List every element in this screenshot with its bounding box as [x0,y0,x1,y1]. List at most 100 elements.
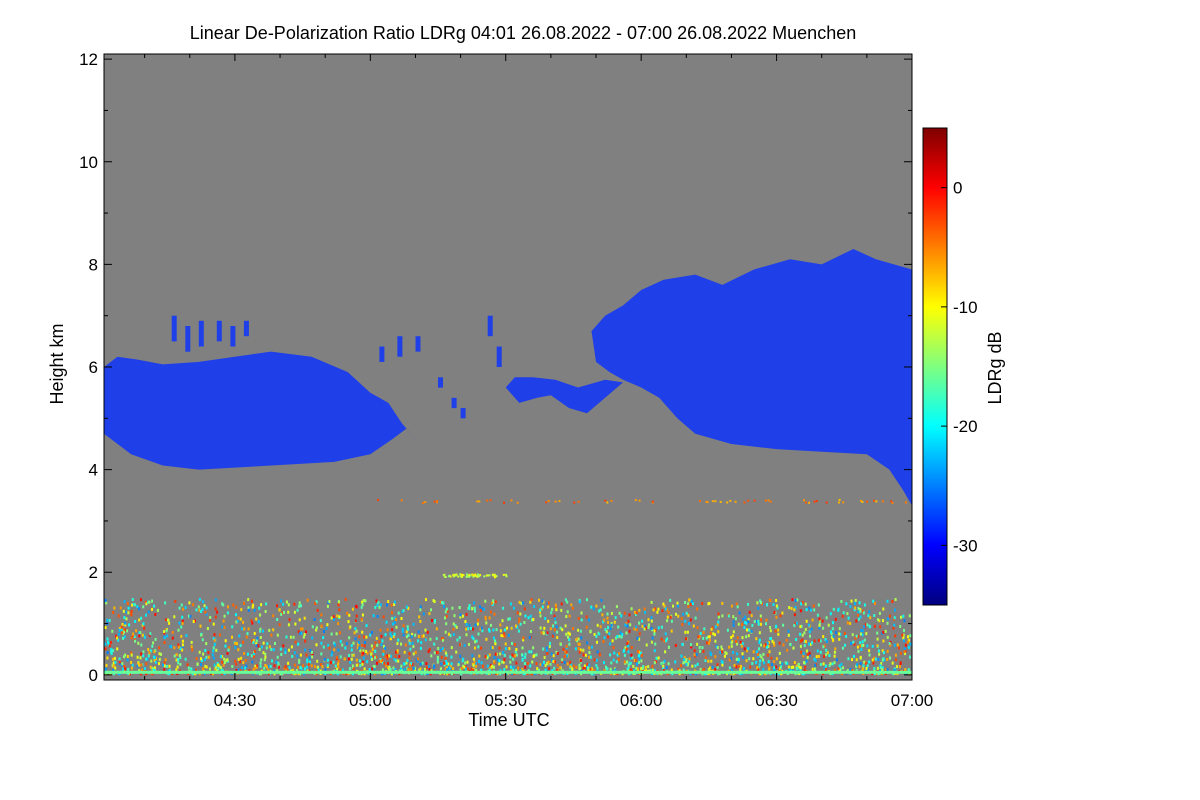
noise-pixel [462,657,465,661]
noise-pixel [609,642,612,646]
noise-pixel [444,656,447,660]
noise-pixel [120,625,123,629]
noise-pixel [402,633,405,637]
noise-pixel [112,657,114,661]
noise-pixel [845,602,848,606]
noise-pixel [419,605,422,609]
noise-pixel [553,614,556,618]
noise-pixel [336,656,338,660]
noise-pixel [460,666,463,670]
noise-pixel [799,609,802,613]
cloud-wisp [243,320,249,337]
noise-pixel [222,619,225,623]
noise-pixel [747,647,750,651]
noise-pixel [370,631,373,635]
noise-pixel [288,648,290,652]
noise-pixel [512,654,515,658]
noise-pixel [457,663,460,667]
noise-pixel [382,661,384,665]
noise-pixel [907,635,909,639]
noise-pixel [264,655,267,659]
noise-pixel [186,663,189,667]
noise-pixel [758,638,761,642]
noise-pixel [686,663,689,667]
noise-pixel [647,665,650,669]
noise-pixel [502,634,505,638]
noise-pixel [741,652,744,656]
noise-pixel [801,601,804,605]
noise-pixel [596,623,599,627]
noise-pixel [563,655,566,658]
noise-pixel [830,632,833,636]
noise-pixel [403,667,406,671]
noise-pixel [509,655,512,659]
noise-pixel [498,646,501,650]
noise-pixel [756,601,759,605]
x-tick-label: 07:00 [891,691,934,710]
noise-pixel [234,646,237,650]
noise-pixel [577,637,580,641]
noise-pixel [779,614,782,618]
noise-pixel [278,608,281,612]
aerosol-line-2km [466,574,469,577]
noise-pixel [126,629,129,633]
aerosol-line-2km [469,574,472,577]
noise-pixel [400,642,402,646]
noise-pixel [732,623,735,627]
noise-pixel [294,622,297,626]
noise-pixel [459,613,462,617]
noise-pixel [881,668,884,672]
cloud-wisp [460,408,466,419]
noise-pixel [741,623,744,627]
noise-pixel [536,667,539,671]
noise-pixel [162,663,164,667]
noise-pixel [582,666,585,670]
aerosol-line-3-4km [699,499,701,502]
noise-pixel [688,659,691,663]
noise-pixel [699,649,702,653]
aerosol-line-3-4km [573,501,576,504]
noise-pixel [539,626,542,630]
noise-pixel [662,664,665,668]
noise-pixel [655,656,658,660]
noise-pixel [391,622,394,626]
noise-pixel [903,619,906,623]
noise-pixel [339,668,342,672]
noise-pixel [306,660,309,664]
noise-pixel [748,657,751,661]
noise-pixel [317,668,320,672]
noise-pixel [891,600,894,603]
noise-pixel [499,652,502,656]
noise-pixel [224,639,227,643]
noise-pixel [391,611,393,614]
noise-pixel [617,625,620,629]
noise-pixel [146,657,149,661]
noise-pixel [251,621,254,625]
noise-pixel [178,654,181,657]
noise-pixel [140,616,143,620]
noise-pixel [180,625,183,629]
noise-pixel [253,649,256,653]
noise-pixel [107,642,110,646]
colorbar-tick-label: -20 [953,417,978,436]
aerosol-line-3-4km [767,499,770,502]
noise-pixel [280,599,283,603]
noise-pixel [873,624,876,628]
noise-pixel [864,661,867,665]
noise-pixel [287,610,290,614]
noise-pixel [620,635,623,639]
noise-pixel [345,642,348,646]
cloud-layers [104,249,912,506]
noise-pixel [216,669,219,672]
noise-pixel [909,642,912,646]
noise-pixel [432,599,435,603]
noise-pixel [876,637,879,641]
noise-pixel [241,627,243,631]
noise-pixel [589,629,592,633]
noise-pixel [359,664,362,668]
noise-pixel [338,631,341,635]
noise-pixel [236,619,239,623]
noise-pixel [654,642,657,646]
noise-pixel [137,641,140,645]
noise-pixel [465,633,468,637]
